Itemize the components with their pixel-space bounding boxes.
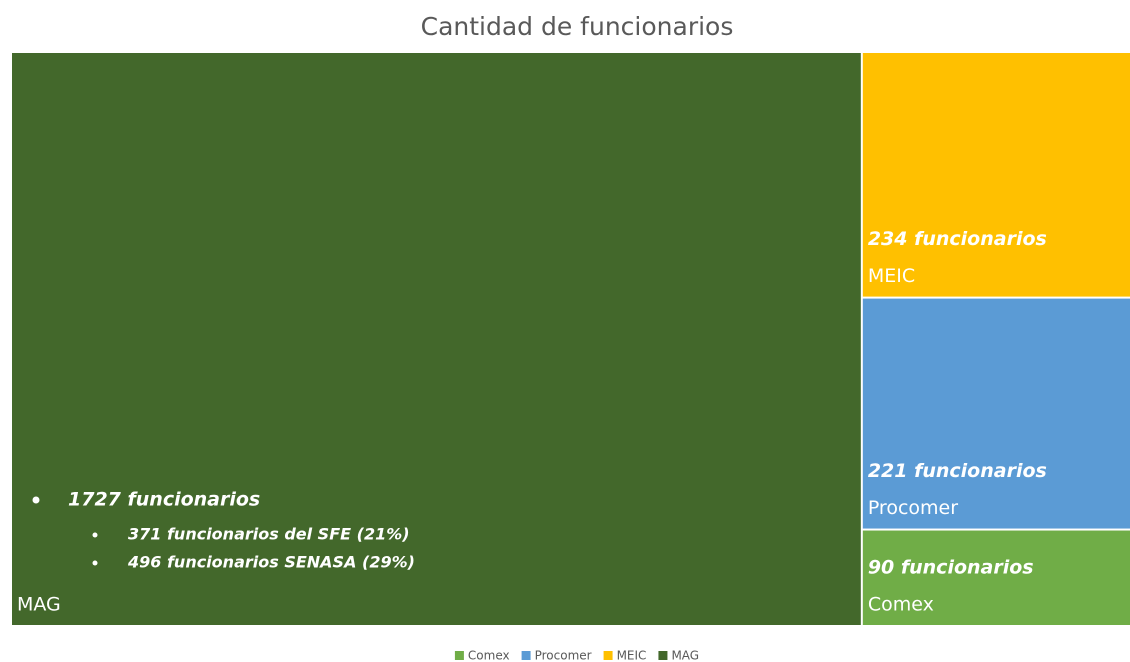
legend-swatch bbox=[454, 651, 464, 660]
bullet bbox=[92, 560, 98, 566]
value-label: 1727 funcionarios bbox=[68, 489, 260, 511]
tile bbox=[862, 530, 1130, 625]
tile-name: MEIC bbox=[868, 265, 915, 287]
annotation: 371 funcionarios del SFE (21%) bbox=[128, 525, 410, 544]
value-label: 221 funcionarios bbox=[868, 460, 1047, 482]
legend-swatch bbox=[603, 651, 613, 660]
tile bbox=[862, 298, 1130, 529]
legend-label: MAG bbox=[671, 649, 699, 662]
legend-swatch bbox=[521, 651, 531, 660]
legend-label: Comex bbox=[468, 649, 510, 662]
value-label: 234 funcionarios bbox=[868, 228, 1047, 250]
legend-label: MEIC bbox=[617, 649, 647, 662]
chart-title: Cantidad de funcionarios bbox=[421, 12, 734, 41]
bullet bbox=[32, 496, 40, 504]
tile-name: Procomer bbox=[868, 497, 958, 519]
tile-name: MAG bbox=[17, 594, 61, 616]
annotation: 496 funcionarios SENASA (29%) bbox=[127, 553, 415, 572]
value-label: 90 funcionarios bbox=[868, 557, 1034, 579]
legend-label: Procomer bbox=[535, 649, 592, 662]
legend-swatch bbox=[658, 651, 668, 660]
tile bbox=[12, 53, 861, 625]
tile-name: Comex bbox=[868, 594, 934, 616]
bullet bbox=[92, 532, 98, 538]
tile bbox=[862, 53, 1130, 297]
